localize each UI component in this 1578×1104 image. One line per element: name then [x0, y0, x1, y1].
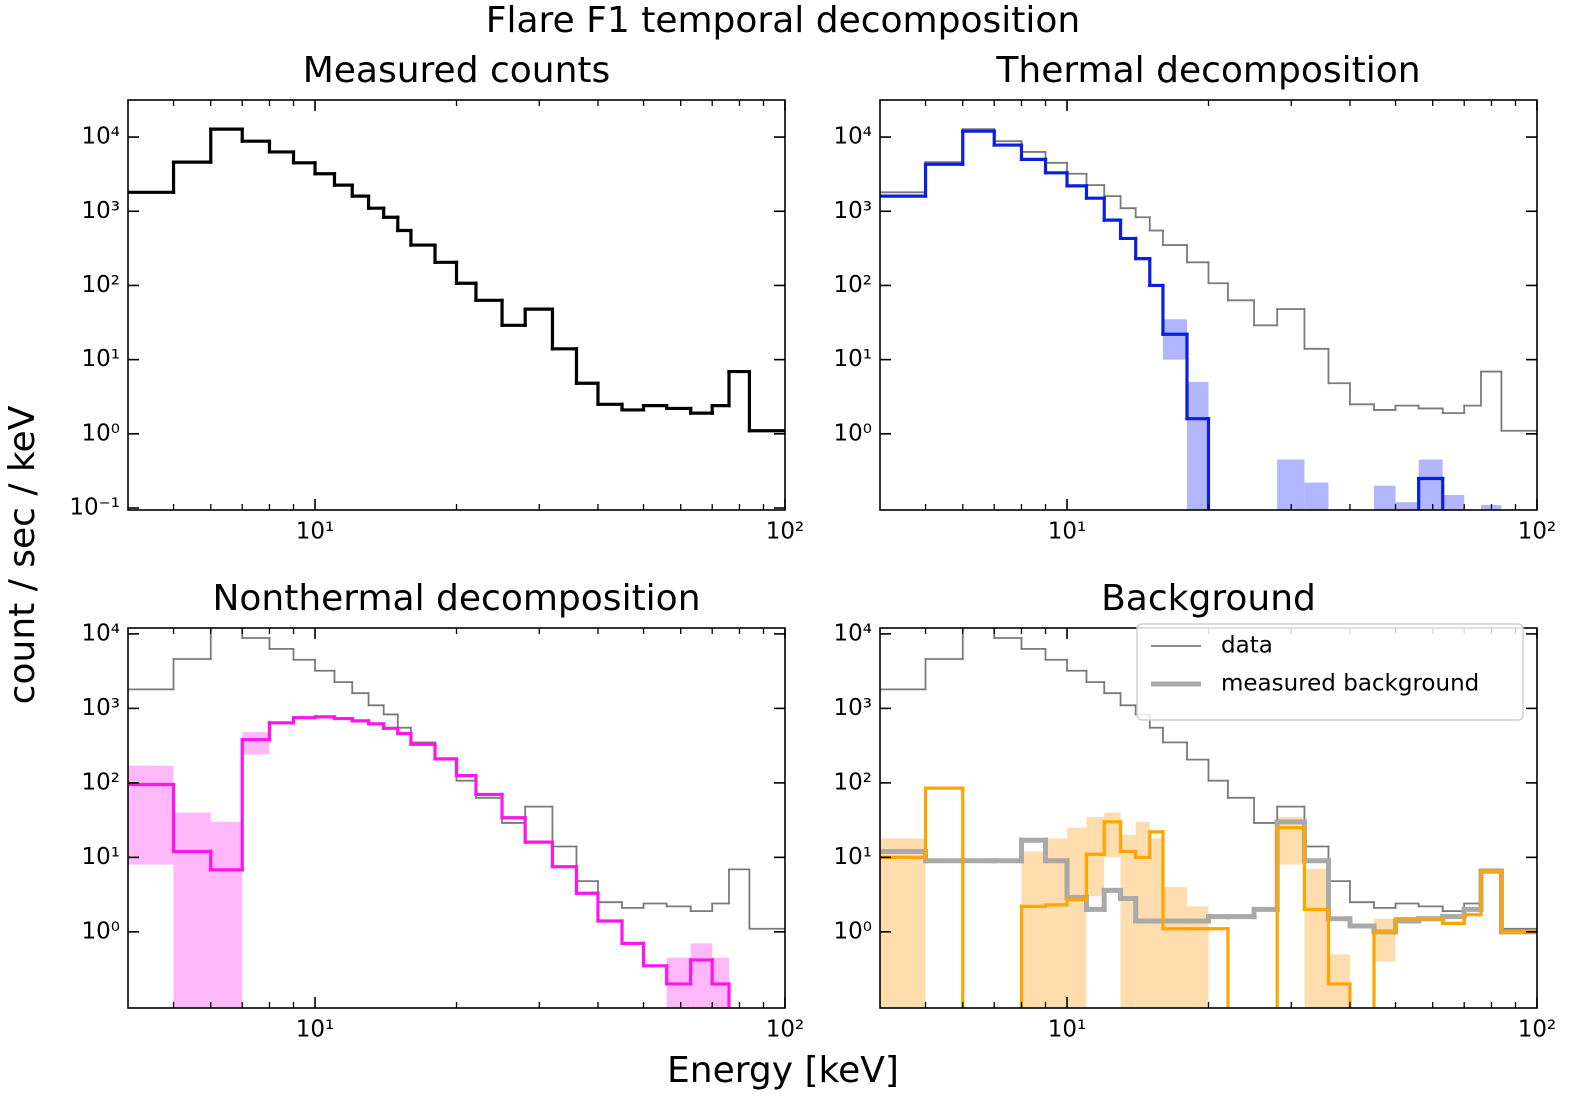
- plot-area: [880, 128, 1537, 510]
- uncertainty-band: [173, 812, 211, 1008]
- y-tick-label: 10⁴: [82, 620, 121, 646]
- panel-title: Nonthermal decomposition: [212, 578, 700, 619]
- y-tick-label: 10²: [82, 272, 121, 298]
- y-tick-label: 10³: [834, 695, 873, 721]
- y-tick-label: 10¹: [82, 844, 121, 870]
- panel-title: Measured counts: [303, 50, 611, 91]
- axes-frame: [127, 99, 786, 511]
- x-tick-label: 10¹: [1048, 1017, 1087, 1043]
- uncertainty-band: [1021, 851, 1046, 1008]
- uncertainty-band: [1162, 319, 1187, 360]
- uncertainty-band: [1120, 834, 1136, 1008]
- x-tick-label: 10²: [1518, 519, 1557, 545]
- y-tick-label: 10³: [82, 695, 121, 721]
- plot-area: [128, 628, 785, 1008]
- x-tick-label: 10²: [766, 1017, 805, 1043]
- y-tick-label: 10⁰: [834, 918, 873, 944]
- uncertainty-band: [1442, 494, 1465, 510]
- uncertainty-band: [1277, 816, 1305, 865]
- y-tick-label: 10⁰: [82, 420, 121, 446]
- y-tick-label: 10³: [834, 198, 873, 224]
- uncertainty-band: [1374, 918, 1396, 962]
- y-tick-label: 10²: [834, 272, 873, 298]
- uncertainty-band: [1395, 502, 1419, 510]
- uncertainty-band: [1045, 838, 1068, 1008]
- uncertainty-band: [1162, 887, 1187, 1008]
- plot-area: [128, 127, 785, 433]
- y-axis-label: count / sec / keV: [2, 405, 43, 704]
- uncertainty-band: [1304, 482, 1329, 510]
- uncertainty-band: [1277, 459, 1305, 510]
- uncertainty-band: [1304, 868, 1329, 1008]
- panel: Background 10¹ 10² 10⁰ 10¹ 10² 10³ 10⁴ data measu…: [834, 578, 1557, 1043]
- x-tick-label: 10¹: [1048, 519, 1087, 545]
- uncertainty-band: [1186, 381, 1209, 510]
- x-tick-label: 10²: [766, 519, 805, 545]
- uncertainty-band: [1418, 459, 1443, 510]
- uncertainty-band: [1328, 954, 1350, 1008]
- uncertainty-band: [1135, 821, 1150, 1008]
- legend-label: measured background: [1221, 671, 1479, 697]
- x-tick-label: 10²: [1518, 1017, 1557, 1043]
- panel: Nonthermal decomposition 10¹ 10² 10⁰ 10¹ 10² 1…: [82, 578, 805, 1043]
- x-axis-label: Energy [keV]: [667, 1050, 899, 1091]
- x-tick-label: 10¹: [296, 1017, 335, 1043]
- uncertainty-band: [1086, 816, 1105, 897]
- y-tick-label: 10⁴: [82, 124, 121, 150]
- uncertainty-band: [1104, 812, 1121, 858]
- y-tick-label: 10⁰: [82, 918, 121, 944]
- y-tick-label: 10⁴: [834, 620, 873, 646]
- uncertainty-band: [1186, 906, 1209, 1008]
- uncertainty-band: [210, 821, 243, 1008]
- y-tick-label: 10²: [834, 769, 873, 795]
- uncertainty-band: [880, 838, 926, 1008]
- panel-title: Background: [1101, 578, 1316, 619]
- y-tick-label: 10²: [82, 769, 121, 795]
- panel: Thermal decomposition 10¹ 10² 10⁰ 10¹ 10² 10³ 1…: [834, 50, 1557, 545]
- y-tick-label: 10³: [82, 198, 121, 224]
- legend-box: [1136, 623, 1524, 721]
- y-tick-label: 10⁻¹: [69, 495, 120, 521]
- uncertainty-band: [1067, 827, 1087, 1008]
- legend-label: data: [1221, 633, 1273, 659]
- x-tick-label: 10¹: [296, 519, 335, 545]
- y-tick-label: 10¹: [834, 844, 873, 870]
- uncertainty-band: [242, 732, 270, 755]
- y-tick-label: 10¹: [82, 346, 121, 372]
- plot-area: [880, 628, 1537, 1008]
- uncertainty-band: [690, 943, 713, 1008]
- y-tick-label: 10⁴: [834, 124, 873, 150]
- uncertainty-band: [1374, 485, 1396, 510]
- panel: Measured counts 10¹ 10² 10⁻¹ 10⁰ 10¹ 10² 10³ 10⁴: [69, 50, 804, 545]
- y-tick-label: 10¹: [834, 346, 873, 372]
- uncertainty-band: [128, 765, 174, 865]
- figure-title: Flare F1 temporal decomposition: [486, 0, 1080, 41]
- panel-title: Thermal decomposition: [995, 50, 1420, 91]
- y-tick-label: 10⁰: [834, 420, 873, 446]
